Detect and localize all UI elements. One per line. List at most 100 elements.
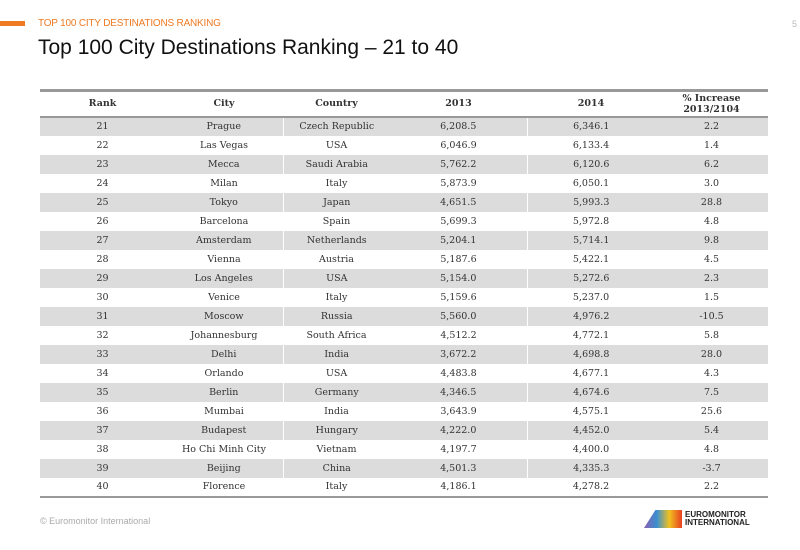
cell-country: Italy — [325, 177, 348, 189]
cell-city: Budapest — [165, 420, 283, 440]
table-row: 32 Johannesburg South Africa 4,512.2 4,772.1… — [40, 326, 768, 345]
cell-increase: 2.2 — [655, 116, 768, 136]
cell-rank: 29 — [40, 268, 165, 288]
table-row: 24 Milan Italy 5,873.9 6,050.1 3.0 — [40, 174, 768, 193]
cell-2013: 4,222.0 — [390, 420, 527, 440]
cell-increase: 6.2 — [655, 154, 768, 174]
euromonitor-logo: EUROMONITOR INTERNATIONAL — [644, 510, 750, 528]
cell-2014: 5,272.6 — [526, 268, 655, 288]
cell-city: Moscow — [165, 306, 283, 326]
cell-increase: 5.4 — [655, 420, 768, 440]
table-row: 25 Tokyo Japan 4,651.5 5,993.3 28.8 — [40, 192, 768, 212]
cell-country: China — [282, 458, 390, 478]
cell-2014: 4,452.0 — [526, 420, 655, 440]
table-row: 36 Mumbai India 3,643.9 4,575.1 25.6 — [40, 402, 768, 421]
cell-rank: 35 — [40, 382, 165, 402]
table-row: 38 Ho Chi Minh City Vietnam 4,197.7 4,400.0 4… — [40, 440, 768, 459]
cell-rank: 32 — [96, 329, 109, 341]
table-row: 27 Amsterdam Netherlands 5,204.1 5,714.1 9.8 — [40, 230, 768, 250]
cell-country: Hungary — [282, 420, 390, 440]
cell-2013: 3,643.9 — [440, 405, 477, 417]
cell-increase: 4.8 — [703, 443, 720, 455]
cell-increase: -3.7 — [655, 458, 768, 478]
cell-increase: 1.5 — [703, 291, 720, 303]
cell-2014: 4,698.8 — [526, 344, 655, 364]
cell-country: Russia — [282, 306, 390, 326]
cell-city: Orlando — [204, 367, 244, 379]
cell-country: USA — [325, 367, 348, 379]
cell-2013: 4,501.3 — [390, 458, 527, 478]
cell-2014: 4,335.3 — [526, 458, 655, 478]
cell-country: USA — [325, 139, 348, 151]
cell-country: South Africa — [306, 329, 367, 341]
table-row: 34 Orlando USA 4,483.8 4,677.1 4.3 — [40, 364, 768, 383]
ranking-table: Rank City Country 2013 2014 % Increase 2… — [40, 89, 768, 498]
cell-rank: 37 — [40, 420, 165, 440]
table-row: 31 Moscow Russia 5,560.0 4,976.2 -10.5 — [40, 306, 768, 326]
cell-country: Italy — [325, 481, 348, 492]
cell-country: Austria — [319, 253, 354, 265]
cell-rank: 38 — [96, 443, 109, 455]
copyright: © Euromonitor International — [40, 516, 151, 526]
cell-2013: 4,186.1 — [440, 481, 477, 492]
cell-country: India — [324, 405, 349, 417]
cell-increase: 9.8 — [655, 230, 768, 250]
cell-city: Florence — [202, 481, 246, 492]
cell-2014: 4,976.2 — [526, 306, 655, 326]
cell-rank: 21 — [40, 116, 165, 136]
cell-rank: 28 — [96, 253, 109, 265]
cell-2013: 4,512.2 — [440, 329, 477, 341]
cell-increase: 2.3 — [655, 268, 768, 288]
cell-country: Japan — [282, 192, 390, 212]
cell-increase: 25.6 — [700, 405, 723, 417]
cell-rank: 26 — [96, 215, 109, 227]
cell-2014: 6,050.1 — [572, 177, 610, 189]
cell-2013: 5,154.0 — [390, 268, 527, 288]
table-header-row: Rank City Country 2013 2014 % Increase 2… — [40, 90, 768, 118]
table-row: 29 Los Angeles USA 5,154.0 5,272.6 2.3 — [40, 268, 768, 288]
cell-increase: 4.8 — [703, 215, 720, 227]
cell-rank: 31 — [40, 306, 165, 326]
cell-city: Johannesburg — [190, 329, 258, 341]
logo-line1: EUROMONITOR — [685, 510, 746, 519]
header-country: Country — [283, 90, 390, 118]
cell-2013: 4,483.8 — [440, 367, 477, 379]
cell-country: Vietnam — [316, 443, 357, 455]
cell-rank: 24 — [96, 177, 109, 189]
cell-rank: 34 — [96, 367, 109, 379]
cell-2013: 5,560.0 — [390, 306, 527, 326]
cell-2013: 5,159.6 — [440, 291, 477, 303]
cell-2014: 5,422.1 — [572, 253, 610, 265]
cell-city: Milan — [210, 177, 238, 189]
cell-rank: 33 — [40, 344, 165, 364]
header-rank: Rank — [40, 90, 165, 118]
header-2013: 2013 — [390, 90, 527, 118]
cell-2014: 6,346.1 — [526, 116, 655, 136]
cell-city: Los Angeles — [165, 268, 283, 288]
cell-rank: 39 — [40, 458, 165, 478]
cell-2014: 6,120.6 — [526, 154, 655, 174]
cell-2013: 3,672.2 — [390, 344, 527, 364]
cell-increase: 28.8 — [655, 192, 768, 212]
cell-city: Las Vegas — [199, 139, 249, 151]
cell-country: Netherlands — [282, 230, 390, 250]
cell-2013: 4,197.7 — [440, 443, 477, 455]
cell-country: India — [282, 344, 390, 364]
cell-2014: 4,674.6 — [526, 382, 655, 402]
logo-line2: INTERNATIONAL — [685, 518, 750, 527]
cell-2013: 4,346.5 — [390, 382, 527, 402]
cell-2013: 5,204.1 — [390, 230, 527, 250]
cell-city: Mumbai — [204, 405, 244, 417]
cell-2014: 5,972.8 — [572, 215, 610, 227]
table-row: 21 Prague Czech Republic 6,208.5 6,346.1 2.2 — [40, 116, 768, 136]
cell-increase: 1.4 — [703, 139, 720, 151]
cell-city: Ho Chi Minh City — [182, 443, 266, 455]
cell-rank: 36 — [96, 405, 109, 417]
cell-country: Germany — [282, 382, 390, 402]
cell-city: Berlin — [165, 382, 283, 402]
table-row: 40 Florence Italy 4,186.1 4,278.2 2.2 — [40, 478, 768, 497]
cell-2013: 5,873.9 — [440, 177, 477, 189]
cell-2014: 4,772.1 — [572, 329, 610, 341]
accent-bar — [0, 21, 25, 26]
cell-city: Mecca — [165, 154, 283, 174]
